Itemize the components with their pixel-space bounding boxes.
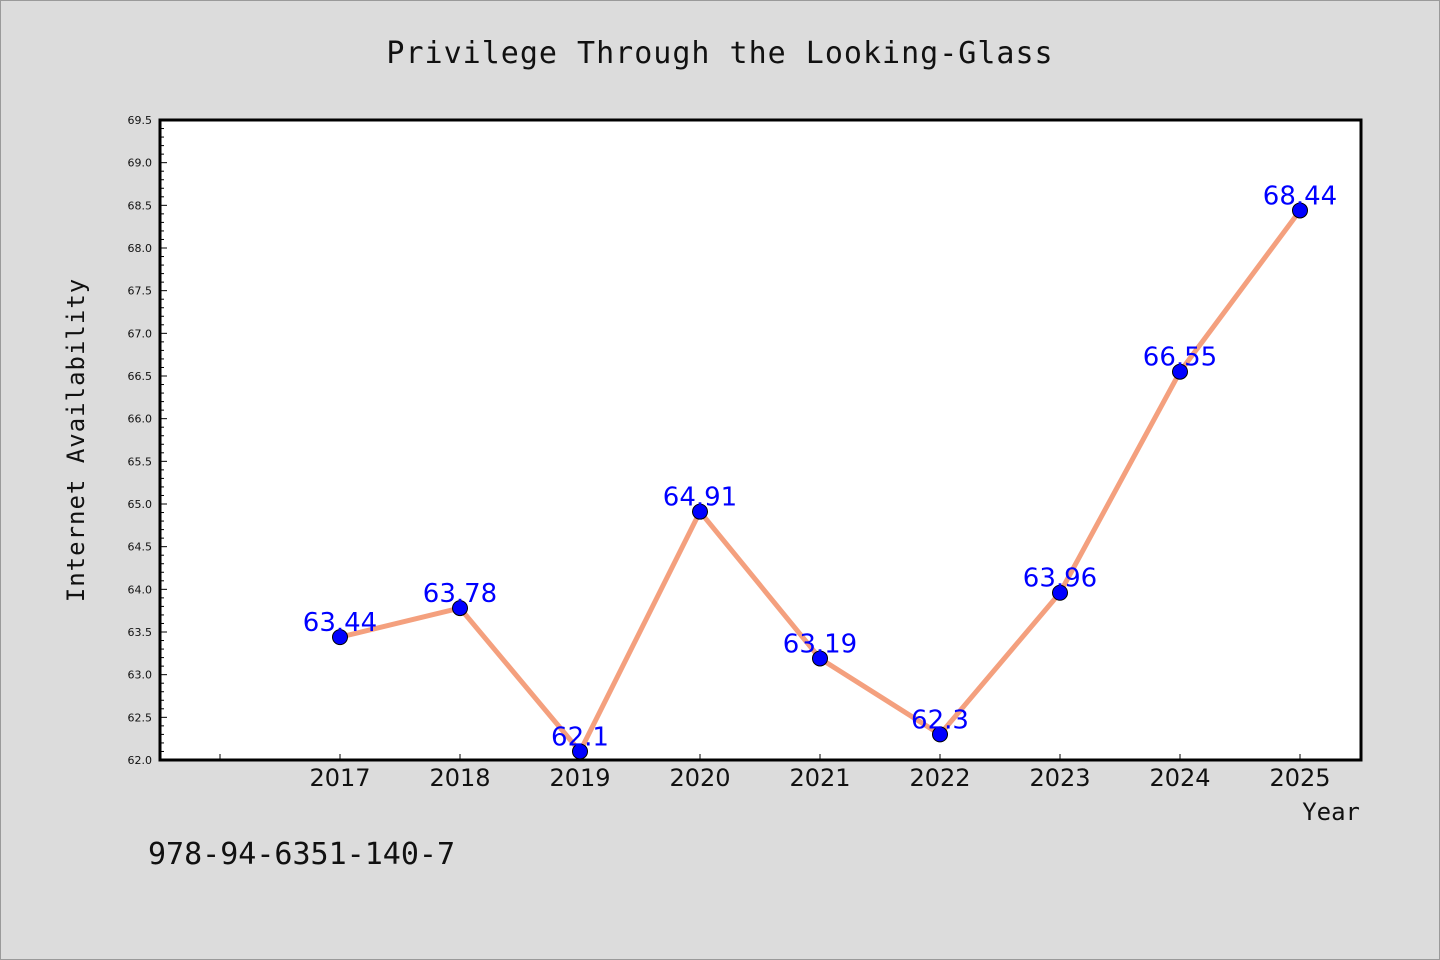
plot-area xyxy=(160,120,1361,760)
data-point xyxy=(932,726,948,743)
y-tick-label: 65.0 xyxy=(128,498,153,511)
plot-border xyxy=(158,118,1363,762)
y-tick-label: 68.0 xyxy=(128,242,153,255)
x-tick-label: 2021 xyxy=(789,764,850,792)
y-axis: 62.0 62.5 63.0 63.5 64.0 64.5 65.0 65.5 66.0 66.5… xyxy=(128,114,167,767)
x-axis-label: Year xyxy=(1302,798,1360,826)
data-label: 63.96 xyxy=(1023,564,1097,594)
data-point xyxy=(332,629,348,646)
data-labels: 63.44 63.78 62.1 64.91 63.19 62.3 63.96 66.55 68… xyxy=(303,181,1337,752)
y-tick-label: 63.5 xyxy=(128,626,153,639)
x-tick-label: 2025 xyxy=(1269,764,1330,792)
data-point xyxy=(1292,202,1308,219)
isbn-annotation: 978-94-6351-140-7 xyxy=(148,837,455,872)
data-label: 63.78 xyxy=(423,579,497,609)
data-point xyxy=(1052,584,1068,601)
y-axis-label: Internet Availability xyxy=(62,278,90,602)
x-tick-label: 2020 xyxy=(669,764,730,792)
data-label: 68.44 xyxy=(1263,181,1337,211)
y-tick-label: 68.5 xyxy=(128,199,153,212)
y-tick-label: 69.0 xyxy=(128,157,153,170)
x-axis: 2017 2018 2019 2020 2021 2022 2023 2024 2025 xyxy=(219,754,1331,792)
y-tick-label: 62.0 xyxy=(128,754,153,767)
x-tick-label: 2017 xyxy=(309,764,370,792)
data-point xyxy=(452,600,468,617)
x-tick-label: 2022 xyxy=(909,764,970,792)
y-tick-label: 65.5 xyxy=(128,455,153,468)
y-tick-label: 67.0 xyxy=(128,327,153,340)
data-markers xyxy=(332,202,1308,760)
data-point xyxy=(812,650,828,667)
data-label: 64.91 xyxy=(663,483,737,513)
y-tick-label: 63.0 xyxy=(128,669,153,682)
x-tick-label: 2019 xyxy=(549,764,610,792)
data-label: 63.44 xyxy=(303,608,377,638)
data-point xyxy=(1172,363,1188,380)
y-tick-label: 69.5 xyxy=(128,114,153,127)
x-tick-label: 2024 xyxy=(1149,764,1210,792)
y-tick-label: 62.5 xyxy=(128,711,153,724)
data-label: 63.19 xyxy=(783,629,857,659)
data-point xyxy=(692,503,708,520)
y-tick-label: 64.0 xyxy=(128,583,153,596)
chart-title: Privilege Through the Looking-Glass xyxy=(386,36,1053,71)
data-label: 66.55 xyxy=(1143,343,1217,373)
x-tick-label: 2018 xyxy=(429,764,490,792)
x-tick-label: 2023 xyxy=(1029,764,1090,792)
y-tick-label: 64.5 xyxy=(128,541,153,554)
y-tick-label: 66.5 xyxy=(128,370,153,383)
y-tick-label: 66.0 xyxy=(128,413,153,426)
data-label: 62.3 xyxy=(911,705,969,735)
y-tick-label: 67.5 xyxy=(128,285,153,298)
data-label: 62.1 xyxy=(551,722,609,752)
